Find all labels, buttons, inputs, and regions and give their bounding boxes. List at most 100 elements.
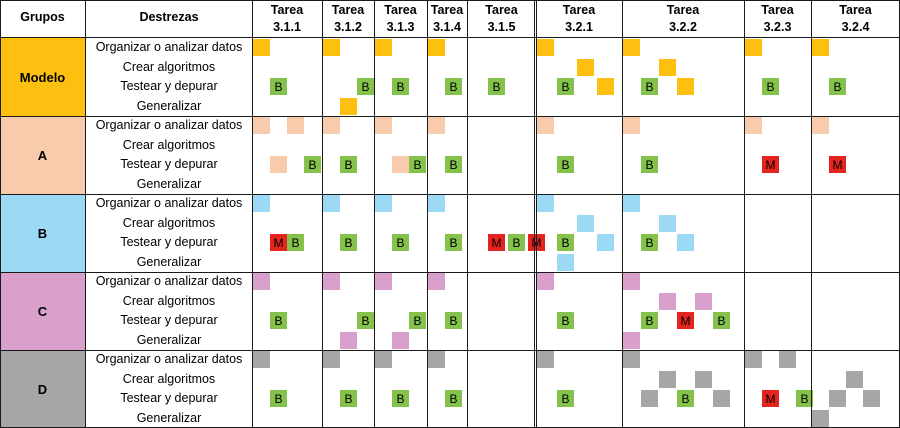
- skill-label: Testear y depurar: [120, 79, 218, 93]
- mark-b: B: [340, 156, 357, 173]
- task-header: Tarea 3.2.4: [811, 2, 900, 36]
- mark-b: B: [557, 78, 574, 95]
- group-cell: B: [0, 194, 85, 272]
- mark-square: [745, 39, 762, 56]
- mark-b: B: [340, 234, 357, 251]
- task-header-label: Tarea: [562, 3, 596, 17]
- mark-m: M: [762, 156, 779, 173]
- task-header-number: 3.1.3: [386, 20, 415, 34]
- mark-b: B: [445, 390, 462, 407]
- skill-label: Crear algoritmos: [122, 293, 216, 308]
- skill-label: Organizar o analizar datos: [95, 196, 243, 210]
- grid-vertical-line: [427, 0, 428, 428]
- mark-square: [846, 370, 863, 388]
- grid-horizontal-line: [0, 37, 900, 38]
- skills-header: Destrezas: [139, 10, 199, 24]
- mark-square: [375, 117, 392, 134]
- skill-label: Testear y depurar: [120, 391, 218, 405]
- grid-vertical-line: [744, 0, 745, 428]
- group-cell: A: [0, 116, 85, 194]
- task-header-number: 3.2.1: [565, 20, 593, 34]
- mark-square: [812, 39, 829, 56]
- mark-b: B: [762, 78, 779, 95]
- group-name: B: [37, 225, 48, 241]
- group-cell: Modelo: [0, 38, 85, 116]
- grid-horizontal-line: [0, 0, 900, 1]
- mark-square: [323, 39, 340, 56]
- mark-b: B: [357, 78, 374, 95]
- mark-square: [623, 273, 640, 290]
- mark-square: [623, 331, 640, 349]
- skill-label: Generalizar: [136, 332, 202, 347]
- task-header-number: 3.2.2: [669, 20, 697, 34]
- mark-m: M: [829, 156, 846, 173]
- mark-square: [375, 351, 392, 368]
- mark-m: M: [270, 234, 287, 251]
- mark-square: [375, 195, 392, 212]
- mark-b: B: [796, 390, 813, 407]
- mark-square: [323, 273, 340, 290]
- grid-horizontal-line: [0, 116, 900, 117]
- mark-square: [713, 390, 730, 407]
- mark-square: [392, 331, 409, 349]
- task-header: Tarea 3.2.2: [622, 2, 744, 36]
- mark-b: B: [270, 390, 287, 407]
- mark-b: B: [557, 312, 574, 329]
- skill-label: Organizar o analizar datos: [95, 118, 243, 132]
- mark-square: [428, 351, 445, 368]
- task-header-label: Tarea: [384, 3, 417, 17]
- task-header-label: Tarea: [331, 3, 365, 17]
- mark-b: B: [557, 234, 574, 251]
- mark-m: M: [488, 234, 505, 251]
- mark-b: B: [357, 312, 374, 329]
- mark-b: B: [641, 312, 658, 329]
- mark-b: B: [488, 78, 505, 95]
- mark-square: [287, 117, 304, 134]
- mark-square: [597, 78, 614, 95]
- skill-label: Testear y depurar: [120, 157, 218, 171]
- mark-square: [623, 117, 640, 134]
- skill-label: Organizar o analizar datos: [95, 274, 243, 288]
- mark-square: [270, 156, 287, 173]
- task-header: Tarea 3.1.3: [374, 2, 427, 36]
- mark-square: [695, 370, 712, 388]
- mark-square: [745, 117, 762, 134]
- mark-square: [537, 117, 554, 134]
- mark-square: [577, 214, 594, 232]
- task-header-number: 3.1.2: [334, 20, 362, 34]
- mark-square: [428, 195, 445, 212]
- mark-square: [623, 39, 640, 56]
- task-header: Tarea 3.1.2: [322, 2, 374, 36]
- mark-b: B: [392, 390, 409, 407]
- task-header-number: 3.2.4: [841, 20, 870, 34]
- skill-label: Generalizar: [136, 254, 202, 269]
- mark-square: [677, 78, 694, 95]
- task-header-number: 3.1.4: [433, 20, 461, 34]
- mark-b: B: [641, 234, 658, 251]
- group-name: Modelo: [19, 69, 66, 85]
- task-header: Tarea 3.2.3: [744, 2, 811, 36]
- groups-header: Grupos: [20, 10, 65, 24]
- grid-vertical-line: [374, 0, 375, 428]
- grid-vertical-line: [0, 0, 1, 428]
- skill-label: Generalizar: [136, 98, 202, 113]
- mark-square: [375, 39, 392, 56]
- mark-square: [577, 58, 594, 76]
- mark-square: [557, 253, 574, 271]
- mark-square: [375, 273, 392, 290]
- mark-square: [537, 273, 554, 290]
- mark-square: [428, 117, 445, 134]
- skill-label: Crear algoritmos: [122, 371, 216, 386]
- mark-b: B: [287, 234, 304, 251]
- mark-b: B: [445, 78, 462, 95]
- group-name: A: [37, 147, 48, 163]
- grid-vertical-line: [811, 0, 812, 428]
- grid-vertical-line: [534, 0, 535, 428]
- mark-b: B: [392, 78, 409, 95]
- mark-square: [253, 117, 270, 134]
- mark-b: B: [677, 390, 694, 407]
- skill-label: Crear algoritmos: [122, 137, 216, 152]
- mark-square: [659, 370, 676, 388]
- mark-square: [641, 390, 658, 407]
- mark-square: [623, 195, 640, 212]
